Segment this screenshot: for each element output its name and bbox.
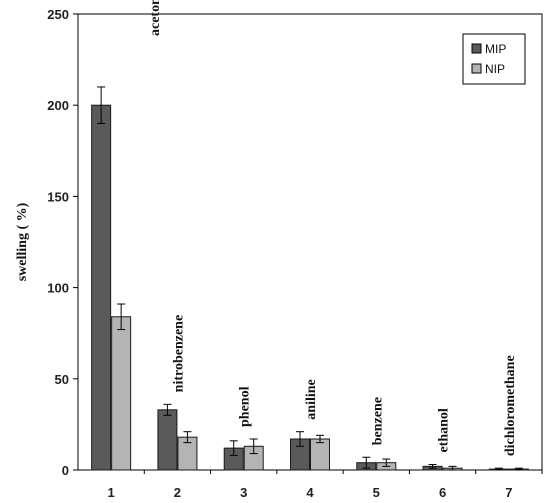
legend-label-mip: MIP [485, 42, 506, 56]
x-tick-label: 6 [439, 485, 446, 500]
solvent-labels: acetonitrile nitrobenzene phenol aniline ben… [148, 0, 518, 456]
legend-box [462, 33, 526, 85]
x-tick-label: 7 [505, 485, 512, 500]
y-axis: 0 50 100 150 200 250 [47, 7, 78, 478]
solvent-label: aniline [304, 379, 319, 419]
y-axis-title: swelling ( %) [15, 202, 30, 281]
bars [91, 86, 529, 471]
y-tick-label: 200 [47, 98, 69, 113]
bar-nip [310, 438, 330, 471]
bar-mip [157, 409, 178, 471]
x-tick-label: 3 [240, 485, 247, 500]
legend-label-nip: NIP [485, 62, 505, 76]
solvent-label: ethanol [437, 408, 452, 452]
solvent-label: benzene [370, 397, 385, 445]
x-tick-label: 4 [306, 485, 314, 500]
bar-mip [91, 104, 112, 471]
bar-nip [111, 316, 132, 471]
solvent-label: dichloromethane [503, 355, 518, 456]
legend-swatch-nip [471, 63, 482, 74]
x-tick-label: 2 [174, 485, 181, 500]
y-tick-label: 150 [47, 189, 69, 204]
x-axis: 1 2 3 4 5 6 7 [108, 470, 543, 500]
x-tick-label: 1 [108, 485, 115, 500]
solvent-label: acetonitrile [148, 0, 163, 36]
x-tick-label: 5 [373, 485, 380, 500]
y-tick-label: 0 [62, 463, 69, 478]
legend: MIP NIP [462, 33, 526, 85]
solvent-label: phenol [238, 386, 253, 427]
y-tick-label: 50 [55, 372, 69, 387]
solvent-label: nitrobenzene [171, 315, 186, 393]
y-tick-label: 250 [47, 7, 69, 22]
y-tick-label: 100 [47, 281, 69, 296]
legend-swatch-mip [471, 43, 482, 54]
